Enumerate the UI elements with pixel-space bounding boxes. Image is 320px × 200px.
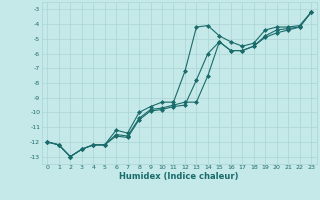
X-axis label: Humidex (Indice chaleur): Humidex (Indice chaleur) xyxy=(119,172,239,181)
